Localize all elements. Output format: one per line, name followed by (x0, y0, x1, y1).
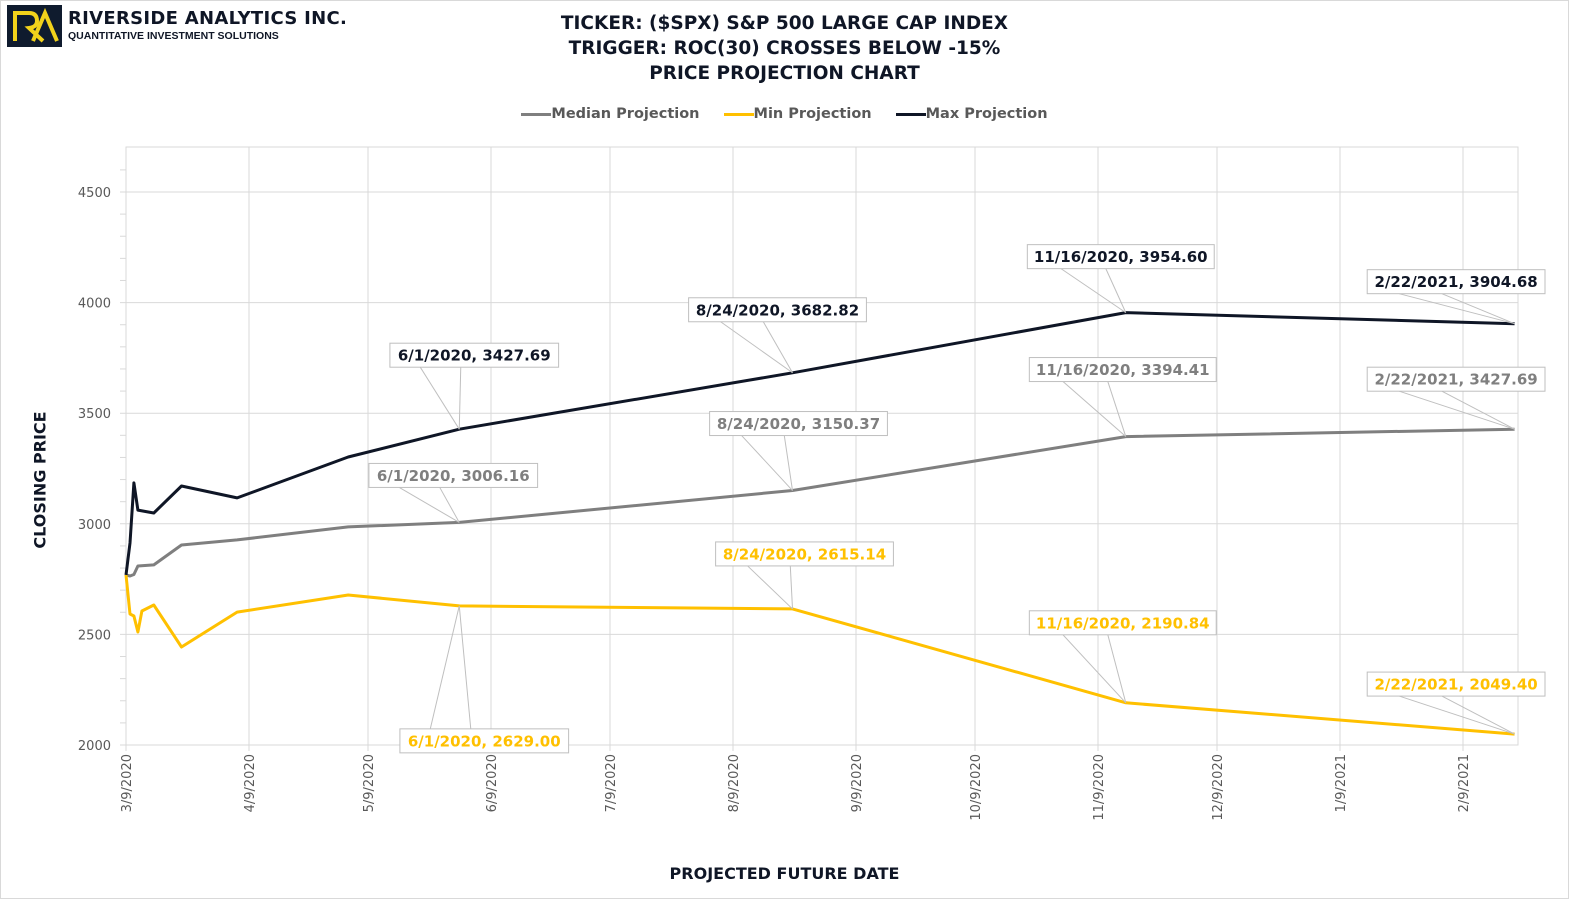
title-line-3: PRICE PROJECTION CHART (649, 63, 920, 84)
company-tagline: QUANTITATIVE INVESTMENT SOLUTIONS (68, 30, 279, 42)
legend-label-median: Median Projection (551, 106, 700, 122)
legend-label-max: Max Projection (925, 106, 1048, 122)
annotation-box (715, 541, 894, 567)
annotation-label-min: 11/16/2020, 2190.84 (1036, 614, 1210, 632)
annotation-leader (1062, 634, 1127, 704)
annotation-box (1028, 610, 1217, 636)
x-tick-label: 8/9/2020 (727, 754, 742, 812)
annotation-box (1366, 366, 1546, 392)
annotation-leader (747, 565, 793, 610)
legend-swatch-max (895, 112, 926, 116)
legend-swatch-min (723, 112, 754, 116)
annotation-leader (458, 605, 472, 729)
company-logo (7, 5, 62, 47)
x-tick-label: 11/9/2020 (1092, 754, 1107, 821)
annotation-label-median: 2/22/2021, 3427.69 (1374, 371, 1537, 389)
x-tick-label: 7/9/2020 (604, 754, 619, 812)
annotation-leader (783, 435, 794, 491)
annotation-leader (762, 321, 793, 374)
legend-item-median: Median Projection (521, 106, 700, 122)
ra-logo-icon (13, 7, 59, 43)
annotation-label-min: 6/1/2020, 2629.00 (408, 732, 561, 750)
x-axis-title: PROJECTED FUTURE DATE (669, 864, 900, 883)
y-tick-label: 2000 (78, 739, 111, 754)
annotation-leader (429, 605, 460, 729)
annotation-label-max: 6/1/2020, 3427.69 (398, 347, 551, 365)
y-tick-label: 2500 (78, 628, 111, 643)
legend: Median Projection Min Projection Max Pro… (0, 106, 1569, 122)
annotation-leader (1060, 268, 1127, 314)
annotation-leader (458, 367, 462, 430)
annotation-leader (399, 487, 460, 523)
annotation-leader (789, 565, 794, 609)
annotation-label-min: 8/24/2020, 2615.14 (723, 545, 886, 563)
y-tick-label: 3000 (78, 518, 111, 533)
annotation-label-median: 8/24/2020, 3150.37 (717, 415, 880, 433)
annotation-label-min: 2/22/2021, 2049.40 (1374, 676, 1537, 694)
annotation-leader (741, 435, 793, 491)
annotation-label-max: 11/16/2020, 3954.60 (1034, 248, 1208, 266)
annotation-leader (1441, 293, 1515, 325)
title-line-2: TRIGGER: ROC(30) CROSSES BELOW -15% (568, 38, 1001, 59)
annotation-leader (439, 487, 460, 523)
annotation-label-median: 11/16/2020, 3394.41 (1036, 361, 1210, 379)
x-tick-label: 6/9/2020 (485, 754, 500, 812)
chart-title: TICKER: ($SPX) S&P 500 LARGE CAP INDEX T… (0, 11, 1569, 86)
legend-item-min: Min Projection (723, 106, 872, 122)
annotation-box (688, 297, 867, 323)
y-tick-label: 3500 (78, 407, 111, 422)
annotation-box (1366, 671, 1546, 697)
x-tick-label: 4/9/2020 (243, 754, 258, 812)
x-tick-label: 1/9/2021 (1334, 754, 1349, 812)
annotation-leader (1107, 634, 1127, 703)
annotation-leader (1107, 381, 1127, 437)
legend-swatch-median (521, 112, 552, 116)
annotation-leader (1399, 695, 1515, 735)
plot-border (125, 146, 1519, 746)
annotation-leader (1399, 293, 1515, 325)
x-tick-label: 5/9/2020 (362, 754, 377, 812)
annotation-leader (1105, 268, 1127, 313)
x-tick-label: 2/9/2021 (1457, 754, 1472, 812)
annotation-box (368, 462, 539, 488)
legend-item-max: Max Projection (895, 106, 1048, 122)
annotation-leader (419, 366, 460, 430)
series-line-median (125, 427, 1515, 578)
y-tick-label: 4000 (78, 297, 111, 312)
annotation-label-median: 6/1/2020, 3006.16 (377, 467, 530, 485)
company-name: RIVERSIDE ANALYTICS INC. (68, 8, 348, 29)
annotation-box (1366, 269, 1546, 295)
x-tick-label: 9/9/2020 (850, 754, 865, 812)
brand-block: RIVERSIDE ANALYTICS INC. QUANTITATIVE IN… (68, 8, 347, 42)
annotation-leader (1441, 695, 1515, 735)
annotation-label-max: 8/24/2020, 3682.82 (696, 301, 859, 319)
x-tick-label: 12/9/2020 (1211, 754, 1226, 821)
x-tick-label: 10/9/2020 (969, 754, 984, 821)
annotation-leader (1399, 390, 1515, 430)
annotation-leader (720, 321, 793, 374)
annotation-box (399, 728, 570, 754)
annotation-box (709, 411, 888, 437)
annotation-leader (1441, 390, 1515, 430)
legend-label-min: Min Projection (753, 106, 872, 122)
series-line-max (124, 311, 1515, 576)
annotation-leader (1062, 381, 1127, 437)
y-tick-label: 4500 (78, 186, 111, 201)
annotation-box (1026, 244, 1215, 270)
y-axis-title: CLOSING PRICE (30, 411, 50, 549)
annotation-box (389, 342, 560, 368)
series-line-min (124, 574, 1515, 736)
x-tick-label: 3/9/2020 (120, 754, 135, 812)
annotation-label-max: 2/22/2021, 3904.68 (1374, 273, 1537, 291)
title-line-1: TICKER: ($SPX) S&P 500 LARGE CAP INDEX (560, 13, 1009, 34)
annotation-box (1028, 357, 1217, 383)
